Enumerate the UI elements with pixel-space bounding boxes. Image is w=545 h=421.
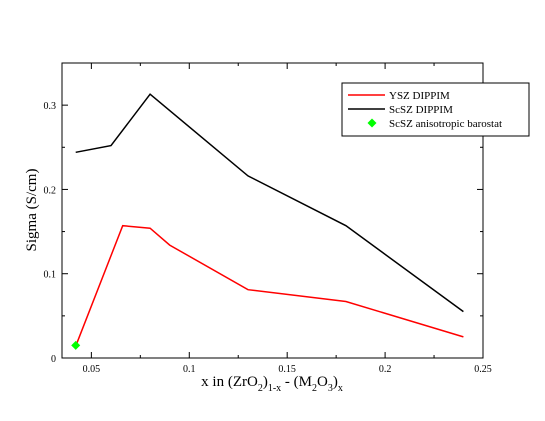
x-axis-label: x in (ZrO2)1-x - (M2O3)x xyxy=(201,374,343,394)
y-tick-label: 0 xyxy=(51,354,56,365)
x-axis-label-part: - (M xyxy=(281,374,312,390)
x-axis-label-part: x in (ZrO xyxy=(201,374,258,390)
x-tick-label: 0.15 xyxy=(278,364,296,375)
legend-marker xyxy=(367,118,377,128)
x-axis-label-part: O xyxy=(317,374,328,390)
x-axis-label-subscript: 3 xyxy=(328,383,333,394)
x-axis-label-subscript: 2 xyxy=(312,383,317,394)
x-tick-label: 0.25 xyxy=(474,364,492,375)
x-axis-label-part: ) xyxy=(263,374,268,390)
y-tick-label: 0.3 xyxy=(44,101,57,112)
legend-label: ScSZ DIPPIM xyxy=(389,104,453,116)
y-tick-label: 0.1 xyxy=(44,270,57,281)
legend: YSZ DIPPIM ScSZ DIPPIM ScSZ anisotropic ba… xyxy=(341,82,530,137)
series-line xyxy=(75,93,464,313)
y-tick-label: 0.2 xyxy=(44,185,57,196)
x-axis-label-subscript: 2 xyxy=(258,383,263,394)
legend-label: YSZ DIPPIM xyxy=(389,90,450,102)
series-layer xyxy=(71,93,464,350)
x-tick-label: 0.05 xyxy=(83,364,101,375)
axis-ticks: 0.05 0.1 0.15 0.2 0.25 0 0.1 0.2 0.3 xyxy=(44,63,492,375)
plot-frame xyxy=(61,62,484,359)
x-tick-label: 0.2 xyxy=(379,364,392,375)
y-axis-label: Sigma (S/cm) xyxy=(24,169,40,252)
series-line xyxy=(75,224,464,347)
x-axis-label-subscript: 1-x xyxy=(268,383,281,394)
x-axis-label-part: ) xyxy=(333,374,338,390)
x-tick-label: 0.1 xyxy=(183,364,196,375)
legend-label: ScSZ anisotropic barostat xyxy=(389,118,502,130)
x-axis-label-subscript: x xyxy=(338,383,343,394)
series-point xyxy=(71,340,81,350)
